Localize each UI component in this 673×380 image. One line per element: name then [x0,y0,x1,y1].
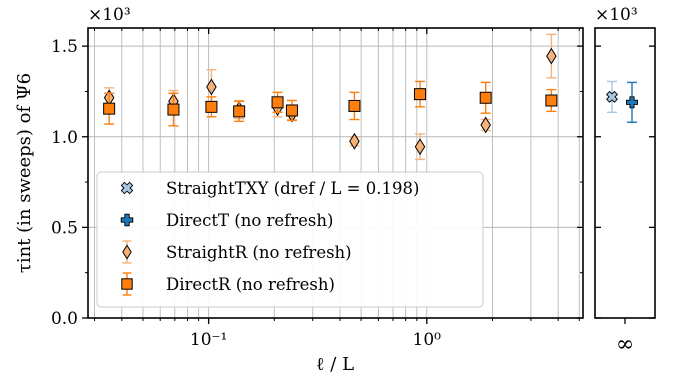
x-axis-label: ℓ / L [316,354,354,375]
infinity-x-tick-label: ∞ [616,332,634,357]
legend-label: StraightR (no refresh) [166,243,352,262]
series-square [103,80,558,127]
y-axis-label: τint (in sweeps) of Ψ6 [14,73,35,273]
legend-box [96,171,484,308]
legend-label: DirectT (no refresh) [166,211,333,230]
diamond-marker [480,116,491,134]
square-marker [348,99,361,112]
diamond-marker [206,78,217,96]
legend-item: StraightR (no refresh) [122,240,352,264]
plus-marker [120,213,134,227]
infinity-y-multiplier: ×10³ [595,5,638,25]
legend-items: StraightTXY (dref / L = 0.198) DirectT (n… [120,179,419,296]
square-marker [167,103,180,116]
square-marker [121,278,133,290]
infinity-axes: ∞ [595,45,655,357]
square-marker [545,94,558,107]
series-plus-filled [626,81,638,123]
y-tick-label: 0.0 [51,309,78,329]
x-marker [120,181,134,195]
square-marker [414,88,427,101]
infinity-data-points [605,80,638,123]
square-marker [271,96,284,109]
x-tick-label: 10⁻¹ [190,330,227,350]
legend-item: DirectT (no refresh) [120,211,333,230]
main-plot-frame [87,27,584,319]
diamond-marker [414,138,426,156]
legend-label: DirectR (no refresh) [166,275,335,294]
plus-marker [626,96,638,109]
y-tick-label: 1.5 [51,37,78,57]
y-tick-label: 0.5 [51,218,78,238]
y-tick-label: 1.0 [51,128,78,148]
main-data-points [103,33,558,161]
diamond-marker [122,244,132,260]
x-marker [605,90,619,103]
diamond-marker [546,47,557,65]
square-marker [479,91,492,104]
infinity-plot-frame [594,27,656,319]
square-marker [285,104,298,117]
legend-label: StraightTXY (dref / L = 0.198) [166,179,419,198]
square-marker [233,105,246,118]
main-axes: 0.0 0.5 1.0 1.5 10⁻¹ 10⁰ [51,28,583,350]
legend-item: StraightTXY (dref / L = 0.198) [120,179,419,198]
square-marker [103,102,116,115]
diamond-marker [349,132,360,150]
legend: StraightTXY (dref / L = 0.198) DirectT (n… [96,171,484,308]
x-tick-label: 10⁰ [413,330,442,350]
series-x-filled [605,80,619,113]
legend-item: DirectR (no refresh) [121,272,335,296]
square-marker [205,100,218,113]
main-y-multiplier: ×10³ [88,5,131,25]
